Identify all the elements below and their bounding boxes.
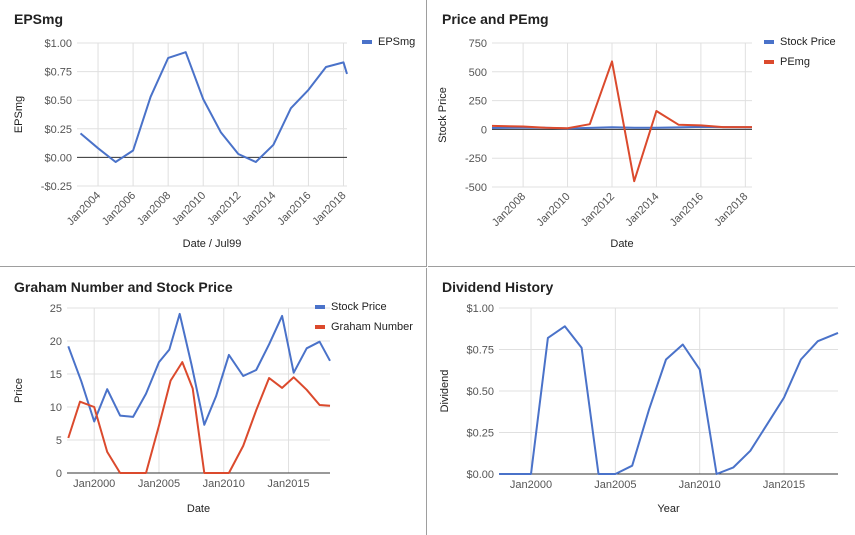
chart-panel-graham-number: Graham Number and Stock Price 0 5 10 15 20 25 J… bbox=[0, 268, 427, 535]
y-tick-label: $0.50 bbox=[466, 386, 494, 398]
x-tick-label: Jan2000 bbox=[510, 479, 552, 491]
chart-svg: Graham Number and Stock Price 0 5 10 15 20 25 J… bbox=[13, 279, 413, 515]
series-line-pemg bbox=[491, 60, 752, 183]
chart-title: Graham Number and Stock Price bbox=[14, 279, 233, 295]
y-axis-label: Dividend bbox=[439, 370, 451, 413]
x-tick-label: Jan2018 bbox=[310, 190, 348, 228]
legend-label: Graham Number bbox=[331, 321, 413, 333]
y-tick-label: $1.00 bbox=[466, 303, 494, 315]
y-tick-label: -$0.25 bbox=[41, 181, 72, 193]
y-tick-label: $0.25 bbox=[466, 428, 494, 440]
y-tick-label: 0 bbox=[481, 124, 487, 136]
y-axis-label: Stock Price bbox=[437, 87, 449, 143]
y-tick-label: $0.00 bbox=[466, 469, 494, 481]
x-tick-label: Jan2015 bbox=[267, 478, 309, 490]
legend-label: EPSmg bbox=[378, 36, 415, 48]
legend-swatch bbox=[362, 40, 372, 44]
x-axis-label: Date bbox=[187, 503, 210, 515]
x-tick-label: Jan2010 bbox=[203, 478, 245, 490]
chart-svg: Dividend History $0.00 $0.25 $0.50 $0.75 $1.0… bbox=[439, 279, 839, 515]
y-tick-label: $0.25 bbox=[44, 124, 72, 136]
legend-label: PEmg bbox=[780, 56, 810, 68]
x-tick-label: Jan2000 bbox=[73, 478, 115, 490]
chart-title: Price and PEmg bbox=[442, 11, 549, 27]
y-tick-label: 5 bbox=[56, 435, 62, 447]
y-tick-label: 750 bbox=[469, 38, 487, 50]
legend-label: Stock Price bbox=[780, 36, 836, 48]
y-tick-label: $0.75 bbox=[44, 67, 72, 79]
legend-swatch bbox=[315, 305, 325, 309]
x-axis-label: Year bbox=[657, 503, 680, 515]
chart-svg: EPSmg -$0.25 $0.00 $0.25 $0.50 $0.75 $1.00 Jan2… bbox=[13, 11, 415, 250]
x-tick-label: Jan2014 bbox=[240, 190, 278, 228]
chart-title: EPSmg bbox=[14, 11, 63, 27]
x-tick-label: Jan2015 bbox=[763, 479, 805, 491]
y-tick-label: 25 bbox=[50, 303, 62, 315]
y-tick-label: 20 bbox=[50, 336, 62, 348]
series-line-stock-price bbox=[67, 312, 331, 426]
y-tick-label: -250 bbox=[465, 153, 487, 165]
x-tick-label: Jan2016 bbox=[275, 190, 313, 228]
chart-panel-epsmg: EPSmg -$0.25 $0.00 $0.25 $0.50 $0.75 $1.00 Jan2… bbox=[0, 0, 427, 267]
x-axis-label: Date bbox=[610, 238, 633, 250]
y-tick-label: $0.00 bbox=[44, 152, 72, 164]
legend-swatch bbox=[315, 325, 325, 329]
y-tick-label: 10 bbox=[50, 402, 62, 414]
x-tick-label: Jan2014 bbox=[623, 191, 661, 229]
y-tick-label: $0.75 bbox=[466, 345, 494, 357]
y-tick-label: 0 bbox=[56, 468, 62, 480]
y-tick-label: $1.00 bbox=[44, 38, 72, 50]
y-axis-label: EPSmg bbox=[13, 96, 25, 133]
series-line-series bbox=[499, 325, 839, 475]
y-axis-label: Price bbox=[13, 378, 25, 403]
x-tick-label: Jan2018 bbox=[712, 191, 750, 229]
legend-swatch bbox=[764, 60, 774, 64]
y-tick-label: -500 bbox=[465, 182, 487, 194]
legend-swatch bbox=[764, 40, 774, 44]
x-tick-label: Jan2012 bbox=[205, 190, 243, 228]
x-tick-label: Jan2006 bbox=[100, 190, 138, 228]
x-tick-label: Jan2016 bbox=[668, 191, 706, 229]
y-tick-label: 500 bbox=[469, 67, 487, 79]
legend-label: Stock Price bbox=[331, 301, 387, 313]
x-tick-label: Jan2004 bbox=[65, 190, 103, 228]
x-tick-label: Jan2010 bbox=[534, 191, 572, 229]
y-tick-label: $0.50 bbox=[44, 95, 72, 107]
chart-panel-price-pemg: Price and PEmg -500 -250 0 250 500 750 Jan2008 J… bbox=[428, 0, 855, 267]
x-tick-label: Jan2008 bbox=[490, 191, 528, 229]
chart-panel-dividend-history: Dividend History $0.00 $0.25 $0.50 $0.75 $1.0… bbox=[428, 268, 855, 535]
x-tick-label: Jan2010 bbox=[679, 479, 721, 491]
series-line-epsmg bbox=[79, 51, 348, 163]
y-tick-label: 250 bbox=[469, 96, 487, 108]
x-tick-label: Jan2010 bbox=[170, 190, 208, 228]
x-axis-label: Date / Jul99 bbox=[183, 238, 242, 250]
x-tick-label: Jan2005 bbox=[594, 479, 636, 491]
x-tick-label: Jan2012 bbox=[579, 191, 617, 229]
chart-title: Dividend History bbox=[442, 279, 553, 295]
x-tick-label: Jan2005 bbox=[138, 478, 180, 490]
x-tick-label: Jan2008 bbox=[135, 190, 173, 228]
y-tick-label: 15 bbox=[50, 369, 62, 381]
series-line-graham-number bbox=[67, 361, 331, 474]
